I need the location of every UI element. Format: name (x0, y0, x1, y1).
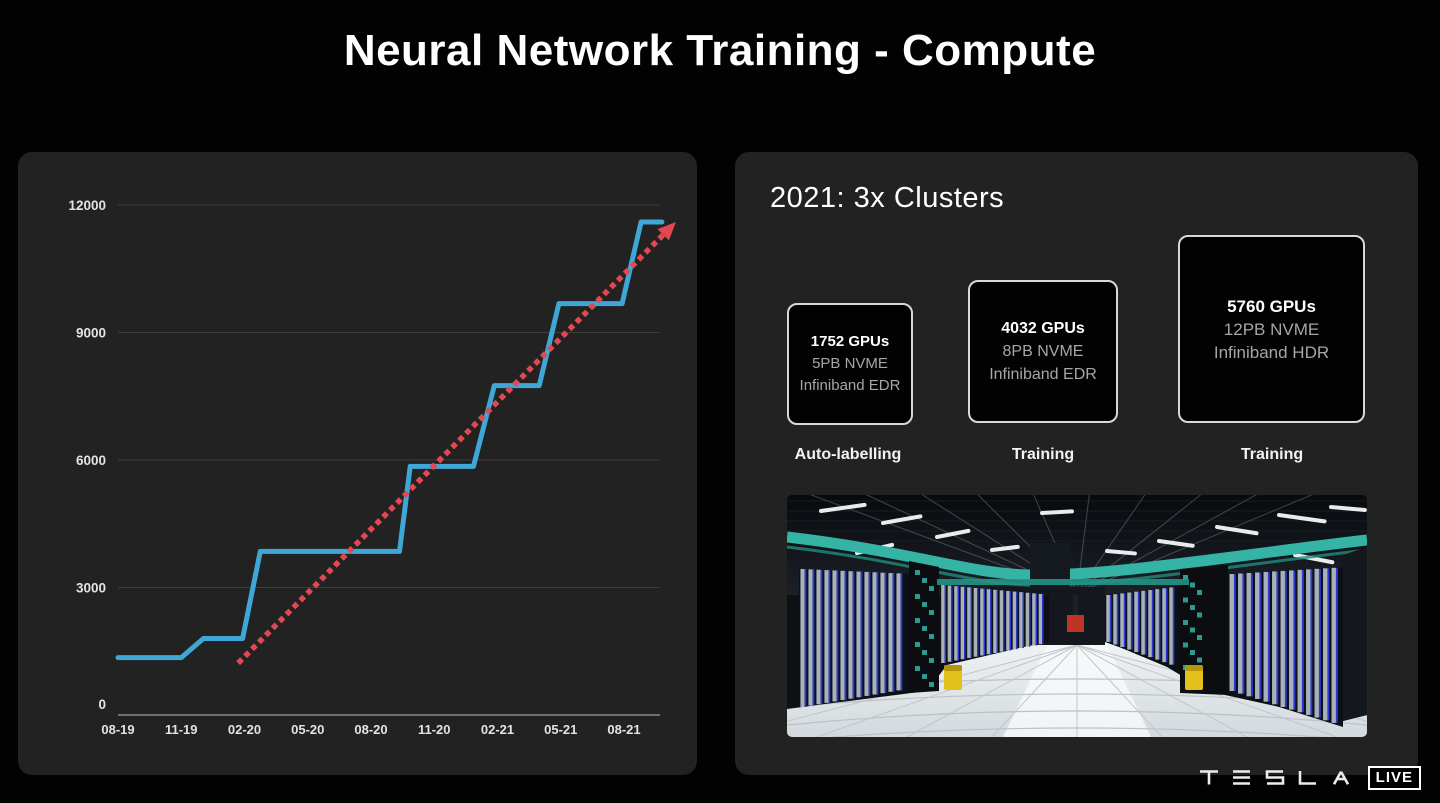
tesla-letter-t (1199, 770, 1218, 785)
live-badge: LIVE (1367, 766, 1421, 790)
cluster-storage: 8PB NVME (1002, 343, 1084, 360)
end-cabinet-right (1180, 565, 1228, 695)
cluster-caption: Auto-labelling (794, 446, 902, 463)
svg-text:6000: 6000 (76, 453, 106, 468)
cluster-gpus: 4032 GPUs (1001, 320, 1085, 337)
server-racks (799, 567, 1343, 727)
cluster-network: Infiniband HDR (1213, 342, 1330, 362)
chart-panel: 0 3000 6000 9000 12000 08-19 11-19 02-20 05-20 08… (18, 152, 697, 775)
cluster-card-auto-labelling: 1752 GPUs 5PB NVME Infiniband EDR (787, 303, 913, 425)
page-title: Neural Network Training - Compute (343, 26, 1097, 75)
svg-text:08-21: 08-21 (607, 722, 640, 737)
cluster-storage: 5PB NVME (812, 355, 888, 372)
yellow-bins (944, 665, 1203, 690)
clusters-panel: 2021: 3x Clusters 1752 GPUs 5PB NVME Inf… (735, 152, 1418, 775)
forklift (1066, 595, 1085, 638)
svg-text:02-20: 02-20 (228, 722, 261, 737)
cluster-card-training-1: 4032 GPUs 8PB NVME Infiniband EDR (968, 280, 1118, 423)
cluster-network: Infiniband EDR (989, 366, 1097, 383)
cluster-caption: Training (1240, 446, 1304, 463)
svg-text:12000: 12000 (68, 198, 106, 213)
footer-brand: LIVE (1199, 766, 1421, 790)
clusters-heading: 2021: 3x Clusters (770, 182, 1005, 214)
tesla-logo (1199, 770, 1349, 785)
svg-text:11-19: 11-19 (165, 722, 198, 737)
teal-cable-bundles (915, 570, 1202, 687)
cluster-gpus: 5760 GPUs (1227, 296, 1316, 316)
cluster-network: Infiniband EDR (799, 377, 901, 394)
svg-text:05-20: 05-20 (291, 722, 324, 737)
right-wall (1343, 547, 1367, 721)
compute-chart: 0 3000 6000 9000 12000 08-19 11-19 02-20 05-20 08… (68, 198, 676, 737)
datacenter-photo (787, 495, 1367, 737)
tesla-letter-l (1298, 771, 1316, 785)
teal-cross-tray (937, 579, 1189, 585)
svg-text:08-20: 08-20 (354, 722, 387, 737)
svg-text:11-20: 11-20 (418, 722, 451, 737)
cluster-card-training-2: 5760 GPUs 12PB NVME Infiniband HDR (1178, 235, 1365, 423)
cluster-gpus: 1752 GPUs (810, 333, 890, 350)
tesla-letter-s (1265, 770, 1284, 785)
svg-text:3000: 3000 (76, 581, 106, 596)
svg-text:9000: 9000 (76, 326, 106, 341)
svg-text:0: 0 (98, 697, 106, 712)
svg-text:08-19: 08-19 (101, 722, 134, 737)
tesla-letter-a (1332, 771, 1349, 785)
cluster-storage: 12PB NVME (1223, 319, 1320, 339)
tesla-letter-e (1232, 770, 1250, 785)
svg-text:02-21: 02-21 (481, 722, 514, 737)
cluster-caption: Training (1011, 446, 1075, 463)
svg-text:05-21: 05-21 (544, 722, 577, 737)
